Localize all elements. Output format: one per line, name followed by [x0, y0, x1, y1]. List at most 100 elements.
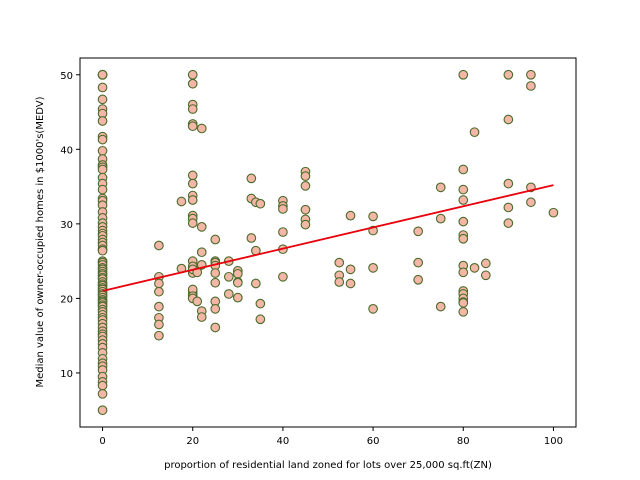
data-point [435, 213, 446, 224]
y-tick-label: 40 [60, 145, 73, 156]
data-point [196, 123, 207, 134]
data-point [232, 277, 243, 288]
data-point [435, 182, 446, 193]
data-point [300, 204, 311, 215]
data-point [192, 296, 203, 307]
data-point [187, 195, 198, 205]
data-point [458, 195, 469, 205]
data-point [196, 312, 207, 322]
data-point [187, 218, 198, 228]
data-point [503, 202, 514, 213]
data-point [503, 69, 514, 80]
data-point [246, 233, 257, 243]
y-axis-ticks: 10 20 30 40 50 [60, 71, 80, 380]
data-point [255, 298, 266, 309]
data-point [458, 233, 469, 244]
data-point [187, 69, 198, 80]
data-point [278, 271, 288, 282]
data-point [154, 278, 164, 289]
data-point [97, 164, 108, 175]
data-point [503, 178, 514, 189]
data-point [345, 264, 356, 275]
data-point [196, 222, 207, 232]
data-point [187, 78, 198, 89]
data-point [97, 380, 108, 391]
x-tick-label: 80 [457, 436, 470, 447]
data-point [469, 263, 480, 273]
x-tick-label: 20 [186, 436, 199, 447]
data-point [458, 267, 469, 278]
data-point [97, 184, 108, 195]
data-point [154, 286, 164, 297]
data-point [368, 304, 378, 314]
data-point [413, 257, 424, 268]
data-point [223, 289, 234, 299]
x-tick-label: 100 [544, 436, 563, 447]
data-point [154, 330, 164, 341]
data-point [187, 178, 198, 189]
data-point [345, 278, 356, 289]
data-point [278, 204, 288, 214]
data-point [548, 207, 559, 218]
data-point [154, 301, 164, 312]
data-point [223, 271, 234, 282]
data-point [210, 322, 221, 333]
x-tick-label: 40 [277, 436, 290, 447]
data-point [458, 298, 469, 308]
data-point [255, 314, 266, 325]
data-point [458, 184, 469, 195]
data-point [503, 218, 514, 228]
data-point [232, 292, 243, 303]
data-point [97, 145, 108, 156]
data-point [97, 94, 108, 105]
data-point [526, 197, 536, 208]
data-point [210, 234, 221, 245]
data-point [97, 134, 108, 145]
data-point [368, 263, 378, 273]
data-point [154, 240, 164, 251]
data-point [187, 104, 198, 114]
data-point [413, 274, 424, 285]
data-point [196, 247, 207, 258]
data-point [480, 258, 491, 269]
plot-background [80, 58, 576, 427]
data-point [255, 198, 266, 209]
data-point [435, 301, 446, 312]
data-point [469, 127, 480, 138]
data-point [97, 405, 108, 416]
data-point [300, 181, 311, 191]
data-point [176, 196, 187, 207]
data-point [210, 304, 221, 314]
data-point [480, 270, 491, 281]
x-tick-label: 0 [99, 436, 105, 447]
data-point [368, 211, 378, 222]
data-point [278, 227, 288, 237]
data-point [97, 82, 108, 93]
data-point [246, 173, 257, 184]
data-point [413, 226, 424, 237]
data-point [300, 219, 311, 230]
data-point [187, 121, 198, 132]
regression-line [102, 184, 554, 292]
y-axis-label: Median value of owner-occupied homes in … [35, 96, 46, 387]
plot-frame [79, 57, 577, 428]
data-point [187, 170, 198, 181]
data-point [97, 245, 108, 256]
data-point [97, 388, 108, 399]
y-tick-label: 20 [60, 294, 73, 305]
data-point [210, 268, 221, 278]
data-point [458, 164, 469, 175]
data-point [526, 69, 536, 80]
y-tick-label: 50 [60, 71, 73, 82]
data-point [458, 216, 469, 227]
data-point [503, 114, 514, 125]
x-tick-label: 60 [367, 436, 380, 447]
x-axis-label: proportion of residential land zoned for… [164, 460, 492, 471]
data-point [210, 277, 221, 288]
data-point [300, 171, 311, 181]
data-point [334, 257, 345, 268]
data-point [334, 277, 345, 287]
data-point [526, 81, 536, 91]
data-point [154, 319, 164, 330]
